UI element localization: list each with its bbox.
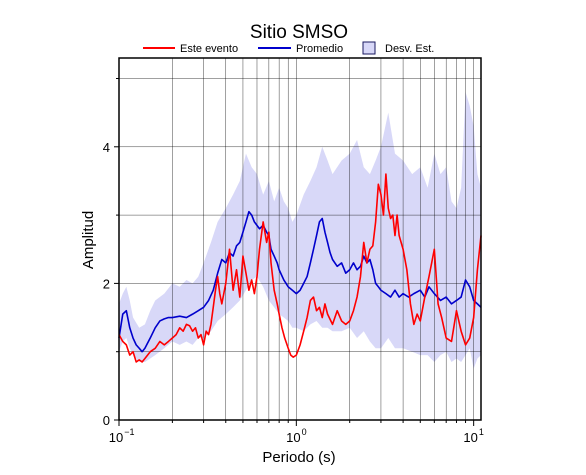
x-tick-exponent: −1	[124, 427, 134, 437]
legend: Este evento Promedio Desv. Est.	[143, 41, 434, 55]
y-tick-label: 4	[103, 140, 110, 155]
y-axis-label: Amplitud	[80, 211, 97, 269]
x-axis-label: Periodo (s)	[262, 449, 335, 466]
x-tick-label: 10	[463, 430, 477, 445]
legend-label-band: Desv. Est.	[385, 43, 434, 55]
chart-title: Sitio SMSO	[250, 22, 348, 43]
std-dev-band	[119, 92, 481, 369]
y-tick-label: 0	[103, 413, 110, 428]
y-tick-label: 2	[103, 276, 110, 291]
plot-frame	[118, 57, 482, 421]
series-line-mean	[118, 210, 482, 353]
x-tick-exponent: 0	[302, 427, 307, 437]
legend-swatch-band	[362, 41, 376, 55]
legend-label-mean: Promedio	[296, 43, 343, 55]
x-tick-label: 10	[109, 430, 123, 445]
series-line-event	[118, 173, 482, 363]
legend-label-event: Este evento	[180, 43, 238, 55]
x-tick-exponent: 1	[479, 427, 484, 437]
x-tick-label: 10	[286, 430, 300, 445]
